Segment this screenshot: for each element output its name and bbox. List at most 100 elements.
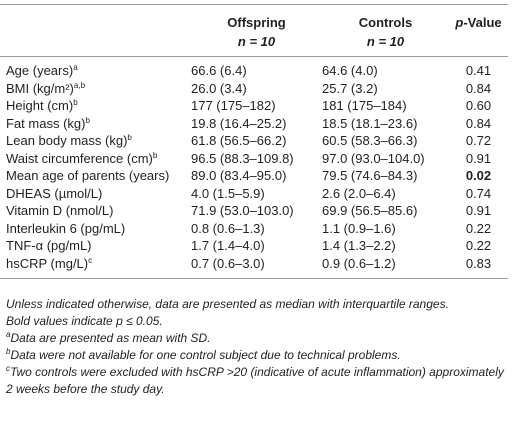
p-value: 0.83 [465,255,492,271]
controls-value: 18.5 (18.1–23.6) [322,115,418,131]
footnote-mark: b [73,98,78,107]
p-value: 0.84 [465,115,492,131]
row-label-cell: Mean age of parents (years) [0,167,191,185]
footnote-mark: b [85,115,90,125]
offspring-value: 71.9 (53.0–103.0) [191,203,294,218]
row-label: DHEAS (µmol/L) [6,185,103,201]
header-p-value: p-Value [449,5,508,57]
p-value: 0.84 [465,80,492,96]
row-label-cell: Height (cm)b [0,97,191,115]
row-label: TNF-α (pg/mL) [6,238,92,253]
row-label-cell: Age (years)a [0,57,191,80]
row-label-cell: Vitamin D (nmol/L) [0,202,191,220]
row-label-cell: Waist circumference (cm)b [0,150,191,168]
footnote-mark: a [73,63,78,72]
table-row: hsCRP (mg/L)c 0.7 (0.6–3.0) 0.9 (0.6–1.2) 0… [0,255,508,279]
row-label: Vitamin D (nmol/L) [6,203,114,218]
table-row: TNF-α (pg/mL) 1.7 (1.4–4.0) 1.4 (1.3–2.2) 0… [0,237,508,255]
controls-value: 25.7 (3.2) [322,80,378,96]
header-controls: Controls n = 10 [322,5,449,57]
table-row: Fat mass (kg)b 19.8 (16.4–25.2) 18.5 (18.1… [0,115,508,133]
note: Unless indicated otherwise, data are pre… [6,297,449,311]
header-offspring: Offspring n = 10 [191,5,322,57]
p-value: 0.22 [465,238,492,253]
header-name: Offspring [227,15,286,30]
offspring-value: 96.5 (88.3–109.8) [191,150,294,166]
row-label-cell: hsCRP (mg/L)c [0,255,191,279]
row-label: Height (cm) [6,98,74,113]
row-label: Waist circumference (cm) [6,150,153,166]
controls-value: 69.9 (56.5–85.6) [322,203,418,218]
row-label-cell: TNF-α (pg/mL) [0,237,191,255]
footnote-mark: a [6,330,11,339]
table-row: Height (cm)b 177 (175–182) 181 (175–184) 0.… [0,97,508,115]
footnote-text: Data were not available for one control … [10,348,401,362]
footnote-mark: c [6,364,10,373]
header-p: p [455,15,464,30]
footnote-text: Two controls were excluded with hsCRP >2… [6,365,504,396]
footnotes: Unless indicated otherwise, data are pre… [6,296,506,398]
table-row: Interleukin 6 (pg/mL) 0.8 (0.6–1.3) 1.1 (0… [0,220,508,238]
offspring-value: 26.0 (3.4) [191,80,247,96]
offspring-value: 4.0 (1.5–5.9) [191,185,265,201]
offspring-value: 0.7 (0.6–3.0) [191,255,265,271]
controls-value: 64.6 (4.0) [322,63,378,78]
header-name: Controls [358,15,413,30]
header-empty [0,5,191,57]
p-value: 0.22 [465,220,492,236]
controls-value: 181 (175–184) [322,98,407,113]
offspring-value: 61.8 (56.5–66.2) [191,133,287,148]
footnote-mark: b [152,150,158,160]
table-row: Age (years)a 66.6 (6.4) 64.6 (4.0) 0.41 [0,57,508,80]
row-label-cell: Interleukin 6 (pg/mL) [0,220,191,238]
row-label: Interleukin 6 (pg/mL) [6,220,126,236]
table-row: DHEAS (µmol/L) 4.0 (1.5–5.9) 2.6 (2.0–6.4)… [0,185,508,203]
offspring-value: 19.8 (16.4–25.2) [191,115,287,131]
offspring-value: 177 (175–182) [191,98,276,113]
p-value: 0.72 [465,133,492,148]
header-n: n = 10 [366,34,405,49]
controls-value: 60.5 (58.3–66.3) [322,133,418,148]
table-row: BMI (kg/m²)a,b 26.0 (3.4) 25.7 (3.2) 0.84 [0,80,508,98]
header-row: Offspring n = 10 Controls n = 10 p-Value [0,4,508,57]
footnote-mark: b [6,347,11,356]
row-label-cell: BMI (kg/m²)a,b [0,80,191,98]
row-label: BMI (kg/m²) [6,80,74,96]
row-label: Lean body mass (kg) [6,133,128,148]
row-label: Fat mass (kg) [6,115,86,131]
p-value: 0.60 [465,98,492,113]
header-value: -Value [463,15,502,30]
p-value: 0.41 [465,63,492,78]
header-n: n = 10 [237,34,276,49]
footnote: cTwo controls were excluded with hsCRP >… [6,364,506,398]
footnote-mark: c [88,255,93,265]
controls-value: 0.9 (0.6–1.2) [322,255,396,271]
p-value: 0.91 [465,150,492,166]
table-row: Vitamin D (nmol/L) 71.9 (53.0–103.0) 69.9 … [0,202,508,220]
note: Bold values indicate p ≤ 0.05. [6,314,163,328]
data-table: Offspring n = 10 Controls n = 10 p-Value A… [0,4,508,279]
row-label: hsCRP (mg/L) [6,255,89,271]
offspring-value: 1.7 (1.4–4.0) [191,238,265,253]
row-label: Mean age of parents (years) [6,168,170,183]
row-label: Age (years) [6,63,74,78]
p-value: 0.91 [465,203,492,218]
offspring-value: 0.8 (0.6–1.3) [191,220,265,236]
table-row: Mean age of parents (years) 89.0 (83.4–95… [0,167,508,185]
controls-value: 2.6 (2.0–6.4) [322,185,396,201]
p-value: 0.74 [465,185,492,201]
table-row: Lean body mass (kg)b 61.8 (56.5–66.2) 60.5… [0,132,508,150]
row-label-cell: Fat mass (kg)b [0,115,191,133]
footnote-mark: b [127,133,132,142]
offspring-value: 66.6 (6.4) [191,63,247,78]
controls-value: 79.5 (74.6–84.3) [322,168,418,183]
footnote: bData were not available for one control… [6,347,506,364]
footnote: aData are presented as mean with SD. [6,330,506,347]
controls-value: 97.0 (93.0–104.0) [322,150,425,166]
table-body: Age (years)a 66.6 (6.4) 64.6 (4.0) 0.41 BMI … [0,57,508,279]
table-row: Waist circumference (cm)b 96.5 (88.3–109.… [0,150,508,168]
controls-value: 1.4 (1.3–2.2) [322,238,396,253]
offspring-value: 89.0 (83.4–95.0) [191,168,287,183]
p-value: 0.02 [465,168,492,183]
